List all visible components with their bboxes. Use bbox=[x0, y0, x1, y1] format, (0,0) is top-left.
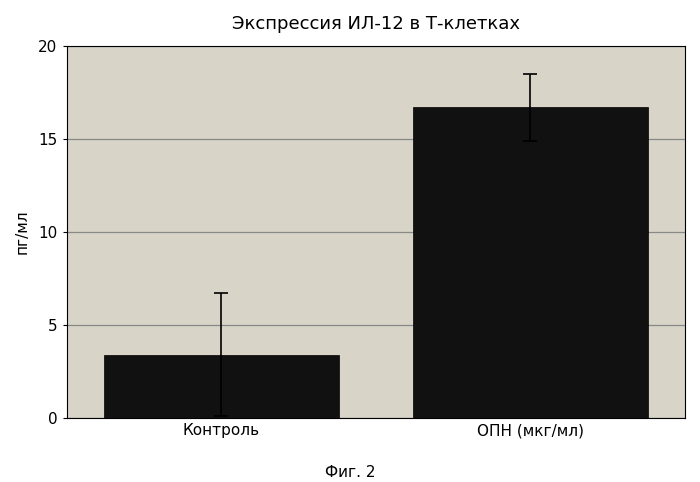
Bar bbox=[104, 355, 339, 418]
Title: Экспрессия ИЛ-12 в Т-клетках: Экспрессия ИЛ-12 в Т-клетках bbox=[232, 15, 520, 33]
Text: Фиг. 2: Фиг. 2 bbox=[325, 465, 375, 480]
Y-axis label: пг/мл: пг/мл bbox=[15, 210, 30, 254]
Bar bbox=[413, 107, 648, 418]
